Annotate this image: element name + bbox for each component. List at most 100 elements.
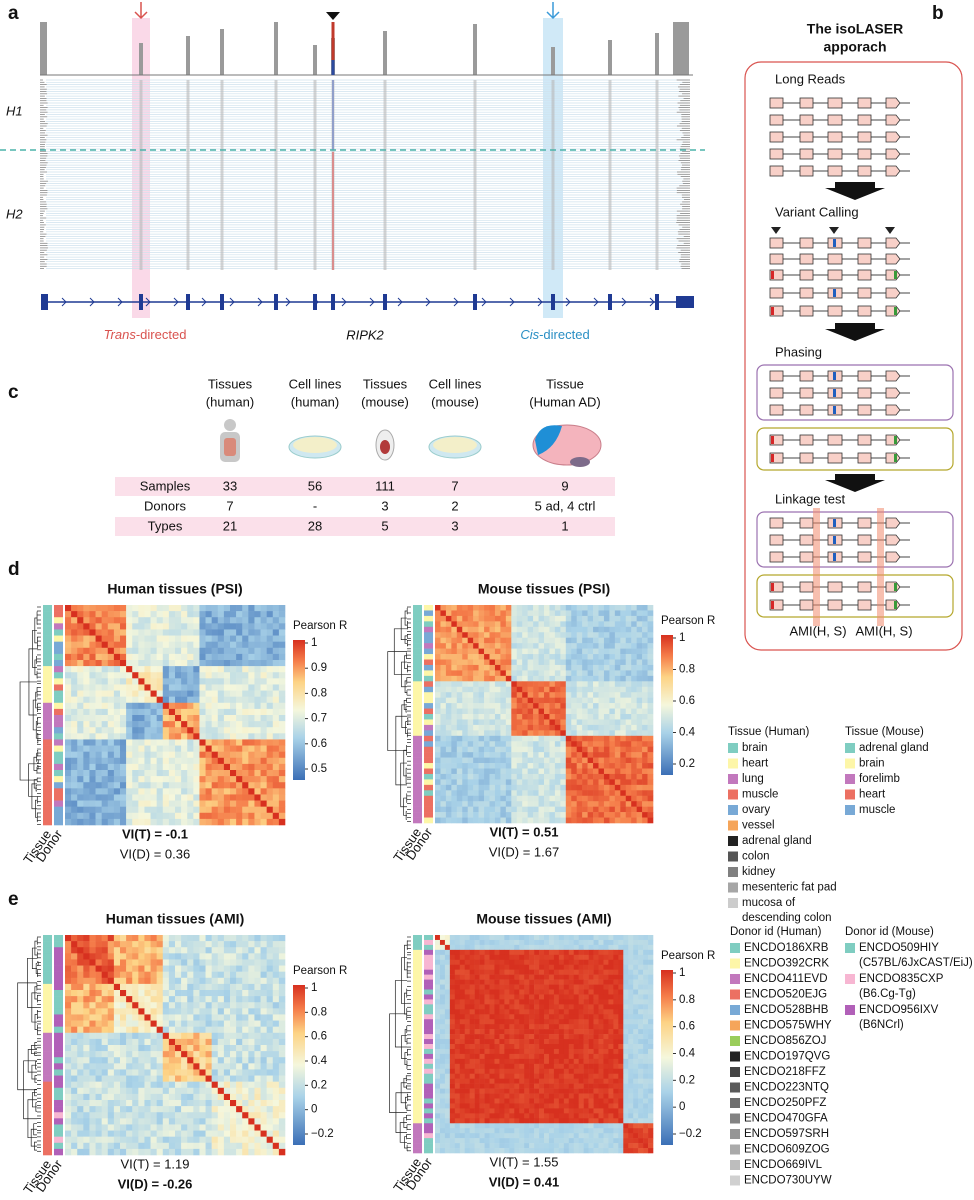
heatmap-cell: [181, 953, 188, 960]
heatmap-cell: [248, 1014, 255, 1021]
heatmap-cell: [150, 1081, 157, 1089]
heatmap-cell: [120, 690, 127, 697]
heatmap-cell: [138, 715, 145, 722]
heatmap-cell: [527, 795, 534, 802]
heatmap-cell: [445, 714, 452, 720]
heatmap-cell: [560, 773, 567, 780]
heatmap-cell: [511, 741, 518, 747]
heatmap-cell: [484, 746, 490, 753]
heatmap-cell: [494, 773, 501, 780]
heatmap-cell: [187, 971, 194, 979]
heatmap-cell: [571, 768, 577, 775]
heatmap-cell: [473, 610, 479, 617]
isoform-exon: [857, 114, 872, 126]
donor-strip: [54, 629, 63, 636]
heatmap-cell: [478, 675, 485, 682]
heatmap-cell: [89, 629, 96, 636]
heatmap-cell: [89, 1020, 96, 1027]
heatmap-cell: [211, 1081, 219, 1089]
heatmap-cell: [156, 715, 164, 722]
heatmap-cell: [181, 770, 188, 777]
heatmap-cell: [77, 1081, 84, 1089]
heatmap-cell: [598, 763, 605, 769]
heatmap-cell: [614, 784, 621, 791]
heatmap-cell: [150, 763, 157, 771]
heatmap-cell: [576, 605, 583, 611]
donor-strip: [54, 684, 63, 691]
heatmap-cell: [71, 1014, 78, 1021]
heatmap-cell: [223, 660, 231, 667]
heatmap-cell: [484, 632, 490, 638]
heatmap-cell: [89, 1087, 96, 1095]
heatmap-cell: [101, 727, 109, 734]
heatmap-cell: [230, 727, 237, 734]
heatmap-cell: [126, 684, 133, 691]
heatmap-cell: [181, 800, 188, 807]
heatmap-cell: [236, 770, 243, 777]
heatmap-cell: [89, 959, 96, 966]
heatmap-cell: [113, 1014, 121, 1021]
heatmap-cell: [620, 812, 627, 818]
heatmap-cell: [101, 647, 109, 655]
heatmap-cell: [71, 977, 78, 985]
heatmap-cell: [462, 610, 468, 617]
heatmap-cell: [642, 686, 648, 693]
heatmap-cell: [181, 812, 188, 820]
heatmap-cell: [187, 708, 194, 716]
heatmap-cell: [451, 763, 458, 769]
heatmap-cell: [150, 806, 157, 814]
heatmap-title: Human tissues (PSI): [107, 581, 242, 597]
heatmap-cell: [83, 1100, 90, 1107]
legend-label: brain: [742, 742, 768, 754]
heatmap-cell: [560, 724, 567, 731]
heatmap-cell: [571, 626, 577, 633]
heatmap-cell: [582, 615, 588, 622]
heatmap-cell: [65, 959, 72, 966]
heatmap-cell: [65, 818, 72, 826]
heatmap-cell: [278, 672, 286, 679]
heatmap-cell: [248, 678, 255, 685]
heatmap-cell: [647, 632, 654, 638]
heatmap-cell: [272, 666, 280, 673]
heatmap-cell: [260, 751, 267, 759]
heatmap-cell: [500, 637, 507, 644]
heatmap-cell: [193, 647, 200, 655]
tissue-strip: [43, 641, 52, 649]
heatmap-cell: [236, 690, 243, 697]
heatmap-cell: [101, 818, 109, 826]
heatmap-cell: [144, 660, 151, 667]
heatmap-cell: [181, 617, 188, 624]
heatmap-cell: [230, 1014, 237, 1021]
heatmap-cell: [230, 1002, 237, 1009]
heatmap-cell: [95, 1026, 102, 1034]
heatmap-cell: [217, 1045, 225, 1052]
tissue-strip: [43, 660, 52, 667]
heatmap-cell: [211, 678, 219, 685]
heatmap-cell: [603, 681, 610, 688]
heatmap-cell: [223, 733, 231, 740]
heatmap-cell: [236, 776, 243, 783]
heatmap-cell: [217, 794, 225, 801]
heatmap-cell: [242, 788, 249, 795]
heatmap-cell: [500, 605, 507, 611]
isoform-exon: [885, 370, 901, 382]
heatmap-cell: [217, 941, 225, 948]
heatmap-cell: [272, 647, 280, 655]
tissue-strip: [413, 670, 422, 677]
heatmap-cell: [254, 1081, 261, 1089]
heatmap-cell: [642, 779, 648, 786]
tissue-strip: [43, 763, 52, 771]
heatmap-cell: [647, 724, 654, 731]
heatmap-cell: [609, 659, 616, 666]
heatmap-cell: [77, 806, 84, 814]
heatmap-cell: [132, 727, 139, 734]
heatmap-cell: [211, 611, 219, 618]
heatmap-cell: [230, 1100, 237, 1107]
heatmap-cell: [89, 977, 96, 985]
heatmap-cell: [150, 684, 157, 691]
heatmap-cell: [489, 632, 496, 638]
heatmap-cell: [156, 776, 164, 783]
heatmap-cell: [527, 806, 534, 813]
heatmap-cell: [187, 702, 194, 710]
heatmap-cell: [538, 817, 545, 824]
